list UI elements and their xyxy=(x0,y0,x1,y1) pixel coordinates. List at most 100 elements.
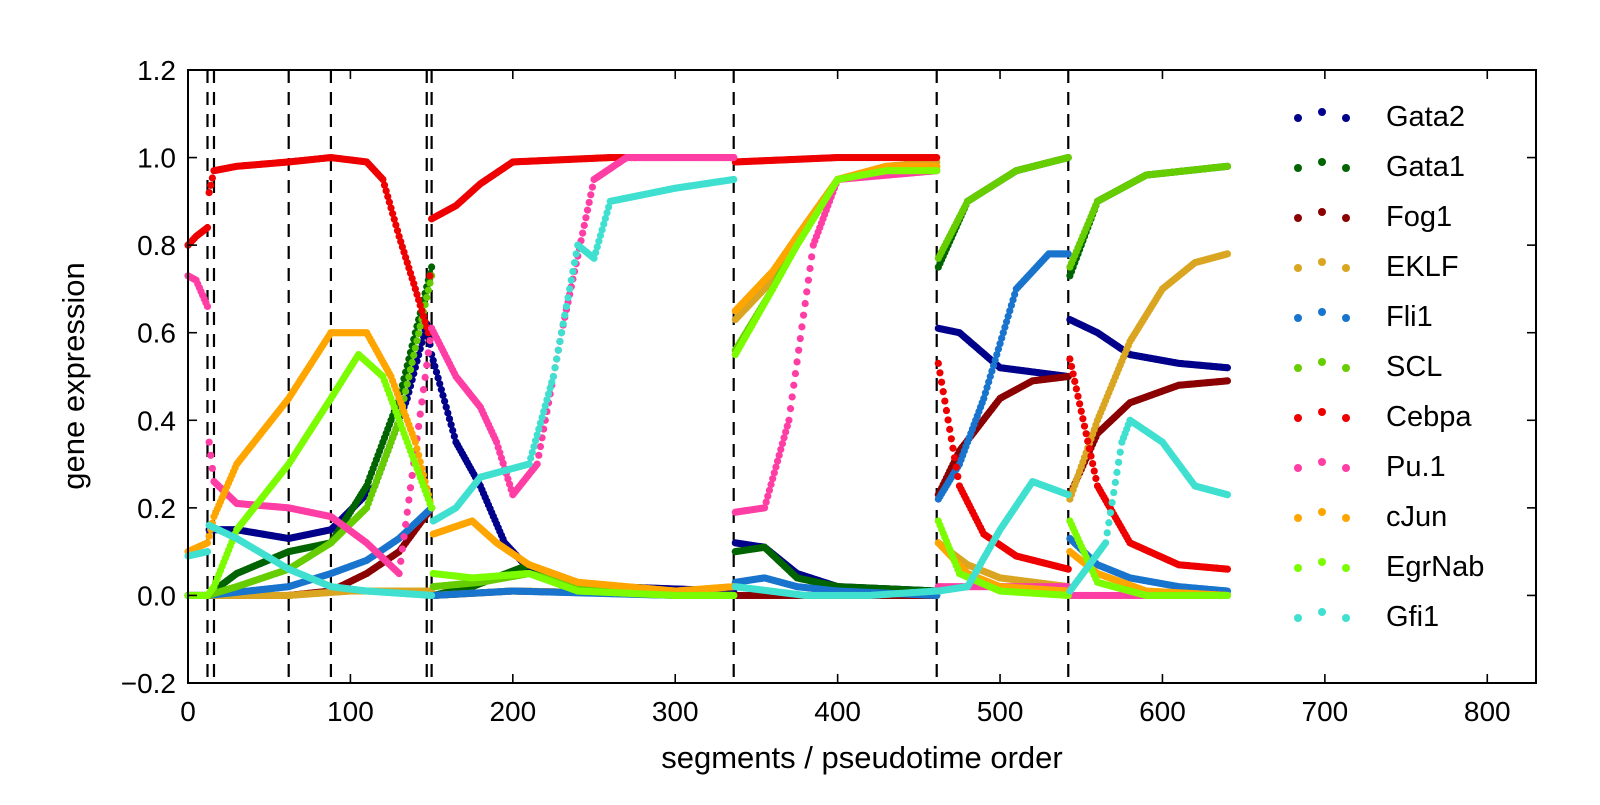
data-point xyxy=(415,330,422,337)
data-point xyxy=(1086,445,1093,452)
data-point xyxy=(1079,415,1086,422)
data-point xyxy=(410,352,417,359)
data-point xyxy=(1224,566,1231,573)
data-point xyxy=(579,230,586,237)
data-point xyxy=(396,570,403,577)
data-point xyxy=(800,312,807,319)
data-point xyxy=(1065,154,1072,161)
data-point xyxy=(1065,566,1072,573)
data-point xyxy=(425,287,432,294)
data-point xyxy=(589,184,596,191)
data-point xyxy=(1068,363,1075,370)
data-point xyxy=(534,460,541,467)
data-point xyxy=(797,335,804,342)
data-point xyxy=(409,472,416,479)
data-point xyxy=(400,533,407,540)
data-point xyxy=(948,435,955,442)
data-point xyxy=(405,496,412,503)
data-point xyxy=(422,374,429,381)
data-point xyxy=(1065,250,1072,257)
data-point xyxy=(415,423,422,430)
data-point xyxy=(426,279,433,286)
data-point xyxy=(412,344,419,351)
data-point xyxy=(402,388,409,395)
data-point xyxy=(730,154,737,161)
data-point xyxy=(1070,370,1077,377)
series-Cebpa xyxy=(184,154,1231,573)
data-point xyxy=(1224,377,1231,384)
data-point xyxy=(1076,400,1083,407)
data-point xyxy=(206,189,213,196)
data-point xyxy=(935,360,942,367)
data-point xyxy=(407,366,414,373)
data-point xyxy=(933,154,940,161)
data-point xyxy=(1092,475,1099,482)
data-point xyxy=(943,407,950,414)
data-point xyxy=(405,373,412,380)
data-point xyxy=(954,473,961,480)
data-point xyxy=(787,405,794,412)
data-point xyxy=(953,464,960,471)
series-Fli1 xyxy=(184,250,1231,599)
data-point xyxy=(418,398,425,405)
data-point xyxy=(204,224,211,231)
data-point xyxy=(582,214,589,221)
data-point xyxy=(785,417,792,424)
data-point xyxy=(1084,438,1091,445)
data-point xyxy=(795,347,802,354)
data-point xyxy=(423,362,430,369)
data-point xyxy=(537,443,544,450)
data-point xyxy=(790,382,797,389)
data-point xyxy=(1087,452,1094,459)
data-point xyxy=(584,207,591,214)
data-point xyxy=(207,182,214,189)
data-point xyxy=(426,272,433,279)
data-point xyxy=(1091,467,1098,474)
data-point xyxy=(209,465,216,472)
data-point xyxy=(944,416,951,423)
data-point xyxy=(1224,163,1231,170)
data-point xyxy=(940,388,947,395)
data-point xyxy=(409,359,416,366)
data-point xyxy=(407,484,414,491)
data-point xyxy=(792,370,799,377)
data-point xyxy=(793,358,800,365)
data-point xyxy=(946,426,953,433)
data-point xyxy=(803,288,810,295)
data-point xyxy=(1081,423,1088,430)
data-point xyxy=(402,521,409,528)
data-point xyxy=(936,369,943,376)
data-point xyxy=(207,452,214,459)
data-point xyxy=(938,379,945,386)
data-point xyxy=(808,253,815,260)
data-point xyxy=(397,558,404,565)
data-point xyxy=(425,349,432,356)
data-point xyxy=(586,199,593,206)
data-point xyxy=(204,303,211,310)
data-point xyxy=(1073,385,1080,392)
data-point xyxy=(1071,378,1078,385)
data-points xyxy=(184,154,1231,599)
data-point xyxy=(789,393,796,400)
data-point xyxy=(399,545,406,552)
data-point xyxy=(404,381,411,388)
data-point xyxy=(426,337,433,344)
data-point xyxy=(420,386,427,393)
data-point xyxy=(428,263,435,270)
data-point xyxy=(587,191,594,198)
data-point xyxy=(417,411,424,418)
data-point xyxy=(806,265,813,272)
data-point xyxy=(404,509,411,516)
data-point xyxy=(1224,364,1231,371)
data-point xyxy=(1074,393,1081,400)
data-point xyxy=(941,397,948,404)
data-point xyxy=(1078,408,1085,415)
data-point xyxy=(581,222,588,229)
data-point xyxy=(805,277,812,284)
data-point xyxy=(802,300,809,307)
data-point xyxy=(209,174,216,181)
data-point xyxy=(413,337,420,344)
data-point xyxy=(206,439,213,446)
data-point xyxy=(949,445,956,452)
